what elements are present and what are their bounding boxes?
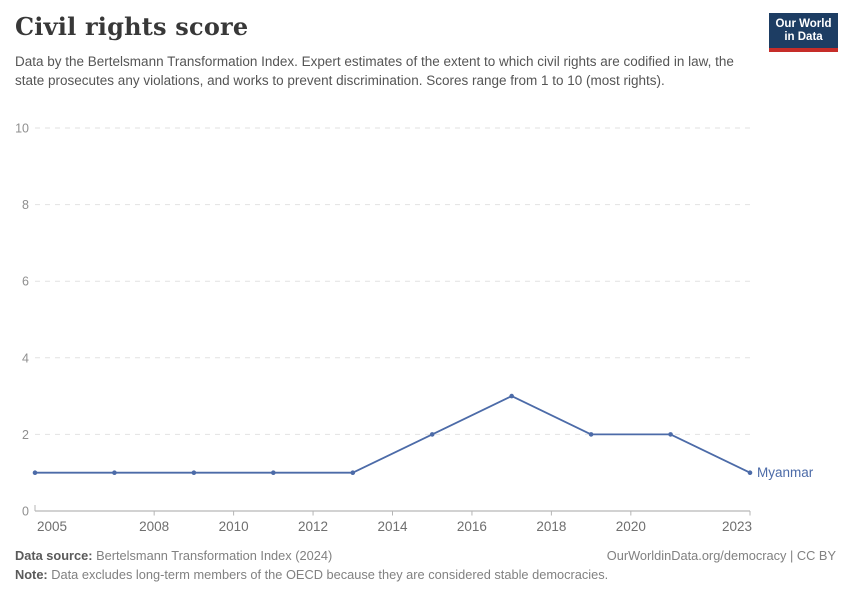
series-line-myanmar[interactable] — [34, 395, 751, 474]
data-source-text: Data source: Bertelsmann Transformation … — [15, 548, 333, 563]
data-point-myanmar-2017[interactable] — [509, 393, 514, 399]
x-tick-label-2020: 2020 — [616, 519, 646, 534]
note-label: Note: — [15, 567, 48, 582]
data-point-myanmar-2009[interactable] — [191, 470, 197, 476]
x-tick-label-2008: 2008 — [139, 519, 169, 534]
data-source-label: Data source: — [15, 548, 93, 563]
data-point-myanmar-2019[interactable] — [588, 432, 594, 437]
data-point-myanmar-2011[interactable] — [271, 470, 276, 476]
series-end-label-myanmar[interactable]: Myanmar — [757, 465, 814, 480]
y-tick-label-4: 4 — [22, 351, 29, 365]
x-tick-label-2014: 2014 — [377, 519, 408, 534]
data-point-myanmar-2021[interactable] — [668, 432, 673, 437]
y-tick-label-0: 0 — [22, 505, 29, 519]
x-tick-label-2005: 2005 — [37, 519, 67, 534]
chart-subtitle: Data by the Bertelsmann Transformation I… — [15, 54, 734, 88]
y-tick-label-10: 10 — [15, 122, 29, 136]
x-tick-label-2012: 2012 — [298, 519, 328, 534]
chart-footer: Data source: Bertelsmann Transformation … — [15, 548, 836, 582]
data-point-myanmar-2015[interactable] — [429, 432, 435, 437]
data-point-myanmar-2005[interactable] — [32, 470, 38, 476]
x-tick-label-2010: 2010 — [219, 519, 249, 534]
y-tick-label-6: 6 — [22, 275, 29, 289]
data-point-myanmar-2013[interactable] — [350, 470, 356, 476]
page-title: Civil rights score — [15, 12, 249, 41]
owid-logo-line2: in Data — [784, 30, 823, 43]
x-tick-label-2023: 2023 — [722, 519, 752, 534]
x-tick-label-2018: 2018 — [536, 519, 566, 534]
note-text: Note: Data excludes long-term members of… — [15, 567, 609, 582]
data-point-myanmar-2007[interactable] — [112, 470, 117, 476]
owid-logo[interactable]: Our World in Data — [769, 13, 838, 52]
data-point-myanmar-2023[interactable] — [747, 470, 753, 476]
y-tick-label-2: 2 — [22, 428, 29, 442]
y-tick-label-8: 8 — [22, 198, 29, 212]
x-tick-label-2016: 2016 — [457, 519, 487, 534]
license-link[interactable]: OurWorldinData.org/democracy | CC BY — [606, 548, 836, 563]
owid-logo-line1: Our World — [775, 17, 832, 30]
